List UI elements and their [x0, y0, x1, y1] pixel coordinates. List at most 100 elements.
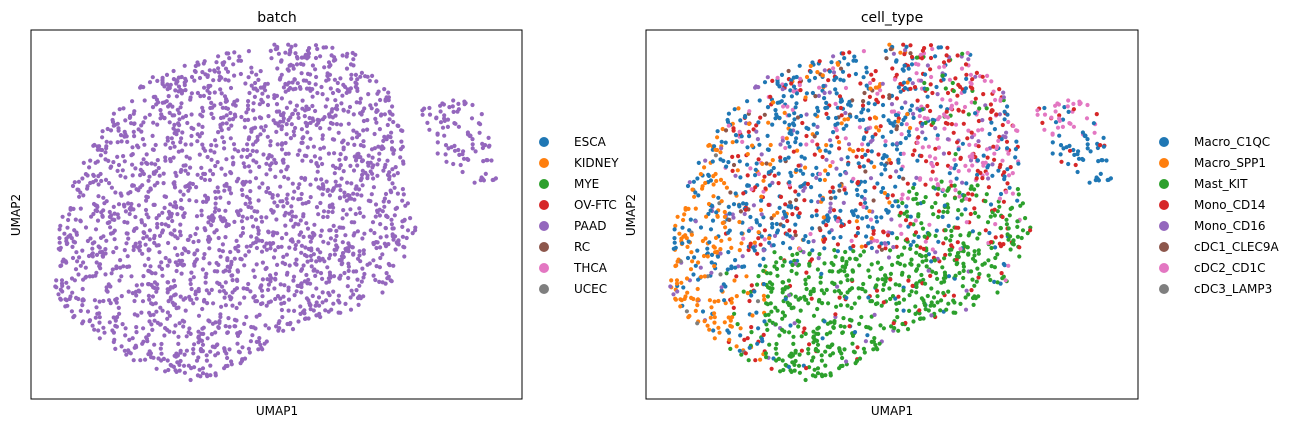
scatter-point — [871, 77, 876, 82]
scatter-point — [157, 264, 162, 269]
scatter-point — [181, 297, 186, 302]
scatter-point — [89, 214, 94, 219]
scatter-point — [727, 337, 732, 342]
scatter-point — [1011, 123, 1016, 129]
scatter-point — [945, 121, 950, 126]
legend-marker — [1159, 284, 1169, 294]
scatter-point — [268, 139, 273, 144]
scatter-point — [835, 219, 840, 224]
scatter-point — [194, 214, 200, 219]
scatter-point — [163, 369, 168, 374]
scatter-point — [811, 122, 816, 127]
scatter-point — [152, 183, 157, 188]
scatter-point — [97, 144, 102, 149]
scatter-point — [190, 181, 195, 187]
scatter-point — [327, 256, 332, 261]
scatter-point — [349, 181, 354, 186]
scatter-point — [885, 233, 891, 238]
scatter-point — [286, 42, 291, 47]
scatter-point — [803, 277, 808, 282]
scatter-point — [681, 285, 686, 290]
scatter-point — [946, 58, 952, 63]
scatter-point — [237, 301, 242, 306]
scatter-point — [249, 70, 254, 75]
scatter-point — [891, 51, 897, 56]
scatter-point — [672, 227, 677, 232]
scatter-point — [1056, 102, 1061, 107]
scatter-point — [806, 351, 811, 356]
scatter-point — [63, 304, 68, 309]
scatter-point — [111, 330, 116, 335]
scatter-point — [240, 214, 245, 219]
scatter-point — [946, 187, 951, 192]
scatter-point — [795, 115, 801, 120]
scatter-point — [1096, 159, 1101, 164]
scatter-point — [240, 345, 245, 350]
scatter-point — [831, 235, 836, 241]
scatter-point — [823, 237, 828, 242]
scatter-point — [823, 349, 828, 354]
scatter-point — [308, 239, 313, 244]
scatter-point — [843, 136, 848, 141]
scatter-point — [812, 152, 817, 157]
scatter-point — [345, 51, 350, 56]
scatter-point — [969, 269, 974, 274]
scatter-point — [1066, 161, 1071, 167]
scatter-point — [60, 259, 65, 264]
scatter-point — [741, 201, 746, 206]
scatter-point — [244, 286, 249, 291]
scatter-point — [294, 262, 299, 267]
scatter-point — [955, 240, 960, 245]
scatter-point — [817, 171, 823, 177]
scatter-point — [925, 87, 930, 92]
scatter-point — [229, 295, 234, 300]
scatter-point — [377, 207, 382, 212]
scatter-point — [820, 336, 825, 341]
scatter-point — [240, 192, 245, 198]
scatter-point — [949, 233, 954, 239]
scatter-point — [936, 239, 941, 244]
scatter-point — [1085, 146, 1090, 151]
scatter-point — [268, 279, 273, 284]
scatter-point — [1017, 254, 1022, 259]
scatter-point — [916, 135, 921, 140]
scatter-point — [996, 168, 1001, 173]
scatter-point — [232, 73, 237, 78]
scatter-point — [815, 142, 820, 147]
scatter-point — [976, 214, 981, 219]
scatter-point — [671, 246, 676, 251]
scatter-point — [279, 244, 284, 249]
scatter-point — [806, 275, 811, 280]
scatter-point — [323, 104, 328, 109]
scatter-point — [222, 183, 227, 188]
scatter-point — [923, 72, 928, 77]
scatter-point — [111, 250, 116, 255]
scatter-point — [187, 326, 192, 331]
scatter-point — [957, 190, 962, 195]
scatter-point — [132, 298, 137, 304]
scatter-point — [835, 61, 840, 66]
scatter-point — [845, 155, 850, 160]
scatter-point — [261, 152, 266, 157]
scatter-point — [763, 313, 768, 318]
scatter-point — [767, 240, 772, 245]
scatter-point — [337, 157, 342, 162]
scatter-point — [110, 117, 115, 123]
scatter-point — [936, 145, 942, 150]
scatter-point — [867, 94, 873, 99]
scatter-point — [739, 134, 744, 139]
scatter-point — [1005, 146, 1010, 151]
scatter-point — [883, 143, 888, 148]
scatter-point — [313, 177, 319, 182]
scatter-point — [997, 112, 1003, 117]
scatter-point — [881, 287, 886, 292]
scatter-point — [353, 72, 358, 77]
scatter-point — [882, 163, 888, 168]
scatter-point — [731, 162, 737, 168]
scatter-point — [986, 176, 991, 181]
scatter-point — [788, 128, 793, 133]
scatter-point — [823, 148, 828, 153]
scatter-point — [331, 205, 336, 210]
scatter-point — [992, 157, 997, 162]
scatter-point — [237, 350, 242, 355]
